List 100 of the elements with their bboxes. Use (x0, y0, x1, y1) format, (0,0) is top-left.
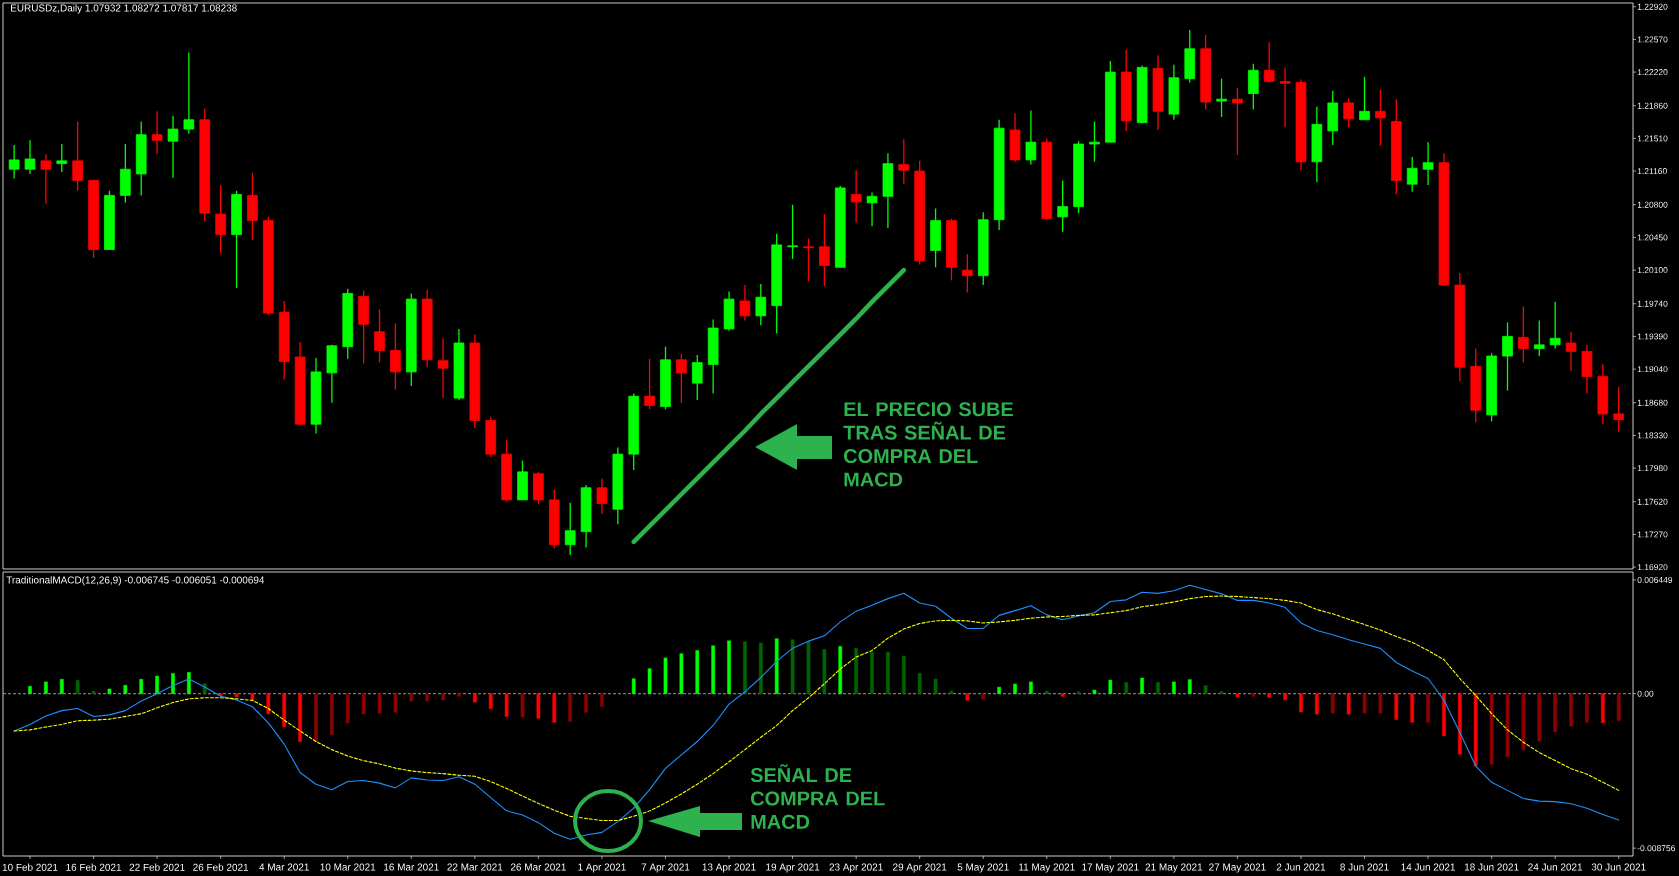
bar (1235, 693, 1240, 698)
bar (504, 693, 509, 717)
bar (520, 693, 525, 718)
candlestick (374, 308, 385, 364)
candlestick (390, 322, 401, 391)
bar (965, 693, 970, 701)
candlestick (819, 213, 830, 287)
bar (584, 693, 588, 713)
candlestick (56, 143, 68, 173)
bar (1394, 693, 1399, 720)
bar (377, 693, 382, 714)
bar (1569, 693, 1573, 727)
candlestick (1533, 319, 1545, 357)
bar (393, 693, 398, 713)
bar (1267, 693, 1272, 698)
x-tick-label: 13 Apr 2021 (702, 863, 756, 873)
bar (727, 640, 731, 694)
y-tick-label: 1.16920 (1637, 564, 1668, 571)
x-tick-label: 22 Mar 2021 (447, 863, 503, 871)
x-tick-label: 16 Mar 2021 (384, 863, 439, 871)
bar (1458, 693, 1462, 755)
bar (139, 678, 144, 694)
bar (1553, 693, 1558, 733)
candlestick (437, 337, 449, 399)
bar (107, 688, 112, 694)
candlestick (1549, 301, 1561, 350)
candlestick (1406, 156, 1418, 193)
x-tick-label: 10 Mar 2021 (320, 863, 376, 871)
bar (1219, 691, 1224, 694)
bar (600, 693, 604, 707)
candlestick (1343, 97, 1354, 128)
bar (838, 646, 843, 694)
candlestick (1247, 63, 1259, 111)
candlestick (691, 354, 703, 401)
x-tick-label: 30 Jun 2021 (1591, 863, 1646, 871)
candlestick (1279, 66, 1291, 128)
bar (457, 693, 461, 697)
bar (806, 641, 811, 694)
x-tick-label: 17 May 2021 (1082, 863, 1139, 873)
bar (1044, 690, 1049, 694)
candlestick (596, 477, 608, 515)
bar (917, 673, 922, 694)
bar (870, 651, 874, 694)
y-tick-label: 1.22570 (1637, 36, 1668, 43)
y-tick-label: 1.19740 (1637, 300, 1668, 307)
x-tick-label: 1 Apr 2021 (578, 863, 626, 873)
bar (743, 641, 747, 694)
bar (1378, 693, 1383, 714)
x-tick-label: 8 Jun 2021 (1340, 863, 1389, 871)
bar (75, 680, 80, 694)
candlestick (1232, 87, 1243, 156)
bar (1473, 693, 1478, 767)
bar (1092, 689, 1097, 694)
candlestick (898, 138, 910, 185)
candlestick (1502, 321, 1513, 392)
bar (345, 693, 350, 724)
bar (758, 642, 763, 694)
bar (536, 693, 541, 719)
bar (298, 693, 302, 742)
bar (441, 693, 445, 701)
candlestick (1518, 305, 1529, 364)
y-tick-label: 1.17620 (1637, 498, 1668, 505)
bar (1251, 693, 1256, 697)
bar (1187, 679, 1192, 694)
candlestick (1359, 76, 1370, 121)
y-tick-label: 1.19390 (1637, 333, 1668, 340)
y-tick-label: 1.19040 (1637, 366, 1668, 373)
x-tick-label: 24 Jun 2021 (1528, 863, 1583, 871)
annotation: SEÑAL DE COMPRA DEL MACD (750, 764, 885, 829)
bar (1140, 677, 1144, 694)
candlestick (24, 139, 36, 175)
bar (933, 678, 938, 694)
x-tick-label: 18 Jun 2021 (1464, 863, 1519, 871)
bar (711, 645, 715, 694)
candlestick (183, 51, 195, 135)
x-tick-label: 14 Jun 2021 (1401, 863, 1455, 871)
x-tick-label: 16 Feb 2021 (66, 863, 122, 871)
y-tick-label: 1.21510 (1637, 135, 1668, 142)
candlestick (564, 502, 576, 556)
bar (647, 668, 652, 694)
y-tick-label: -0.008756 (1637, 845, 1675, 852)
candlestick (1216, 77, 1227, 118)
candlestick (739, 284, 751, 322)
bar (1029, 681, 1033, 694)
bar (91, 690, 96, 694)
y-tick-label: 1.17270 (1637, 531, 1668, 538)
y-tick-label: 1.20800 (1637, 201, 1668, 208)
bar (1315, 693, 1319, 715)
bar (44, 681, 48, 694)
x-tick-label: 7 Apr 2021 (641, 863, 690, 873)
bar (679, 653, 684, 694)
bar (1172, 681, 1176, 694)
bar (1410, 693, 1415, 723)
candlestick (1375, 89, 1386, 147)
candlestick (167, 115, 179, 179)
x-tick-label: 22 Feb 2021 (129, 863, 185, 871)
bar (1203, 685, 1208, 694)
bar (568, 693, 573, 722)
bar (1299, 693, 1303, 713)
bar (1585, 693, 1589, 723)
